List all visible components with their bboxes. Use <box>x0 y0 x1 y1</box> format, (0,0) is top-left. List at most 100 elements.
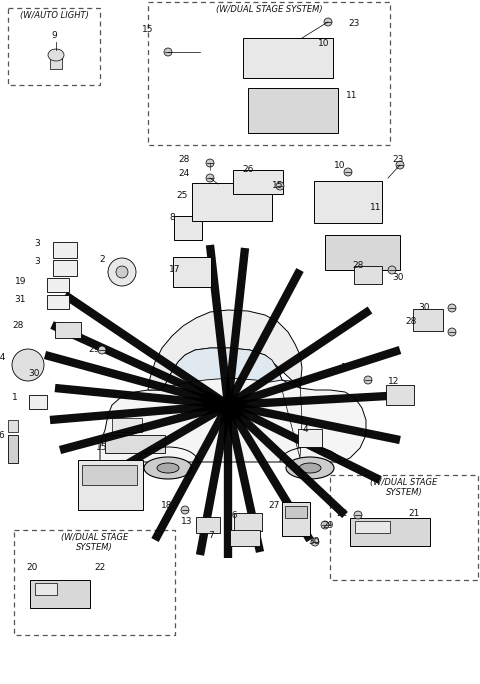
Circle shape <box>354 511 362 519</box>
Circle shape <box>206 174 214 182</box>
Text: 15: 15 <box>96 443 108 453</box>
Text: (W/DUAL STAGE SYSTEM): (W/DUAL STAGE SYSTEM) <box>216 5 322 14</box>
Text: 10: 10 <box>334 161 346 170</box>
Bar <box>78 460 143 510</box>
Text: 19: 19 <box>14 278 26 287</box>
Text: 6: 6 <box>0 432 4 440</box>
Bar <box>282 502 310 536</box>
Bar <box>53 242 77 258</box>
Bar <box>314 181 382 223</box>
Bar <box>192 183 272 221</box>
Text: 15: 15 <box>272 181 284 191</box>
Text: 8: 8 <box>169 213 175 222</box>
Text: 30: 30 <box>308 538 320 547</box>
Text: 4: 4 <box>302 425 308 434</box>
Text: 30: 30 <box>28 369 39 378</box>
Text: 3: 3 <box>34 257 40 267</box>
Bar <box>196 517 220 533</box>
Bar <box>298 429 322 447</box>
Text: 7: 7 <box>208 531 214 540</box>
Text: 26: 26 <box>242 166 253 174</box>
Text: 30: 30 <box>392 274 404 282</box>
Text: 2: 2 <box>99 256 105 265</box>
Text: 9: 9 <box>51 31 57 40</box>
Text: (W/AUTO LIGHT): (W/AUTO LIGHT) <box>20 11 88 20</box>
Circle shape <box>364 376 372 384</box>
Ellipse shape <box>286 457 334 479</box>
Bar <box>243 38 333 78</box>
Bar <box>174 216 202 240</box>
Text: 22: 22 <box>94 564 105 573</box>
Circle shape <box>311 538 319 546</box>
Circle shape <box>396 161 404 169</box>
Polygon shape <box>100 348 366 462</box>
Text: 25: 25 <box>177 192 188 200</box>
Circle shape <box>164 48 172 56</box>
Bar <box>234 513 262 531</box>
Text: 10: 10 <box>318 40 329 49</box>
Circle shape <box>116 266 128 278</box>
Text: 15: 15 <box>142 25 153 34</box>
Text: 29: 29 <box>322 521 334 531</box>
Text: 17: 17 <box>168 265 180 274</box>
Bar <box>82 465 137 485</box>
Text: 5: 5 <box>70 443 76 453</box>
Bar <box>248 88 338 133</box>
Bar <box>355 521 390 533</box>
Circle shape <box>206 159 214 167</box>
Text: (W/DUAL STAGE
SYSTEM): (W/DUAL STAGE SYSTEM) <box>61 533 128 553</box>
Text: 28: 28 <box>179 155 190 164</box>
Ellipse shape <box>299 463 321 473</box>
Text: 1: 1 <box>12 393 18 402</box>
Bar <box>233 170 283 194</box>
Circle shape <box>324 18 332 26</box>
Bar <box>105 435 165 453</box>
Bar <box>8 435 18 463</box>
Bar <box>285 506 307 518</box>
Text: 31: 31 <box>14 295 26 304</box>
Text: 22: 22 <box>337 508 348 518</box>
Bar <box>386 385 414 405</box>
Bar <box>354 266 382 284</box>
Text: 14: 14 <box>0 354 6 363</box>
Ellipse shape <box>144 457 192 479</box>
Circle shape <box>448 328 456 336</box>
Circle shape <box>388 266 396 274</box>
Bar <box>8 420 18 432</box>
Text: 29: 29 <box>88 345 99 354</box>
Bar <box>47 278 69 292</box>
Text: 30: 30 <box>418 304 430 313</box>
Circle shape <box>448 304 456 312</box>
Polygon shape <box>165 348 282 386</box>
Circle shape <box>12 349 44 381</box>
Text: 23: 23 <box>348 20 360 29</box>
Circle shape <box>344 168 352 176</box>
Text: 28: 28 <box>12 321 24 330</box>
Bar <box>330 475 478 580</box>
Circle shape <box>108 258 136 286</box>
Text: 16: 16 <box>227 512 238 521</box>
Text: 18: 18 <box>160 501 172 510</box>
Text: 24: 24 <box>179 170 190 179</box>
Bar <box>35 583 57 595</box>
Text: (W/DUAL STAGE
SYSTEM): (W/DUAL STAGE SYSTEM) <box>371 478 438 497</box>
Text: 11: 11 <box>346 92 358 101</box>
Text: 23: 23 <box>392 155 403 164</box>
Bar <box>30 580 90 608</box>
Text: 27: 27 <box>269 501 280 510</box>
Circle shape <box>181 506 189 514</box>
Bar <box>53 260 77 276</box>
Bar <box>8 8 100 85</box>
Bar <box>173 257 211 287</box>
Bar <box>47 295 69 309</box>
Bar <box>112 418 142 432</box>
Polygon shape <box>148 310 302 390</box>
Bar <box>148 2 390 145</box>
Text: 20: 20 <box>26 564 38 573</box>
Bar <box>350 518 430 546</box>
Bar <box>413 309 443 331</box>
Bar <box>55 322 81 338</box>
Ellipse shape <box>157 463 179 473</box>
Ellipse shape <box>48 49 64 61</box>
Bar <box>230 530 260 546</box>
